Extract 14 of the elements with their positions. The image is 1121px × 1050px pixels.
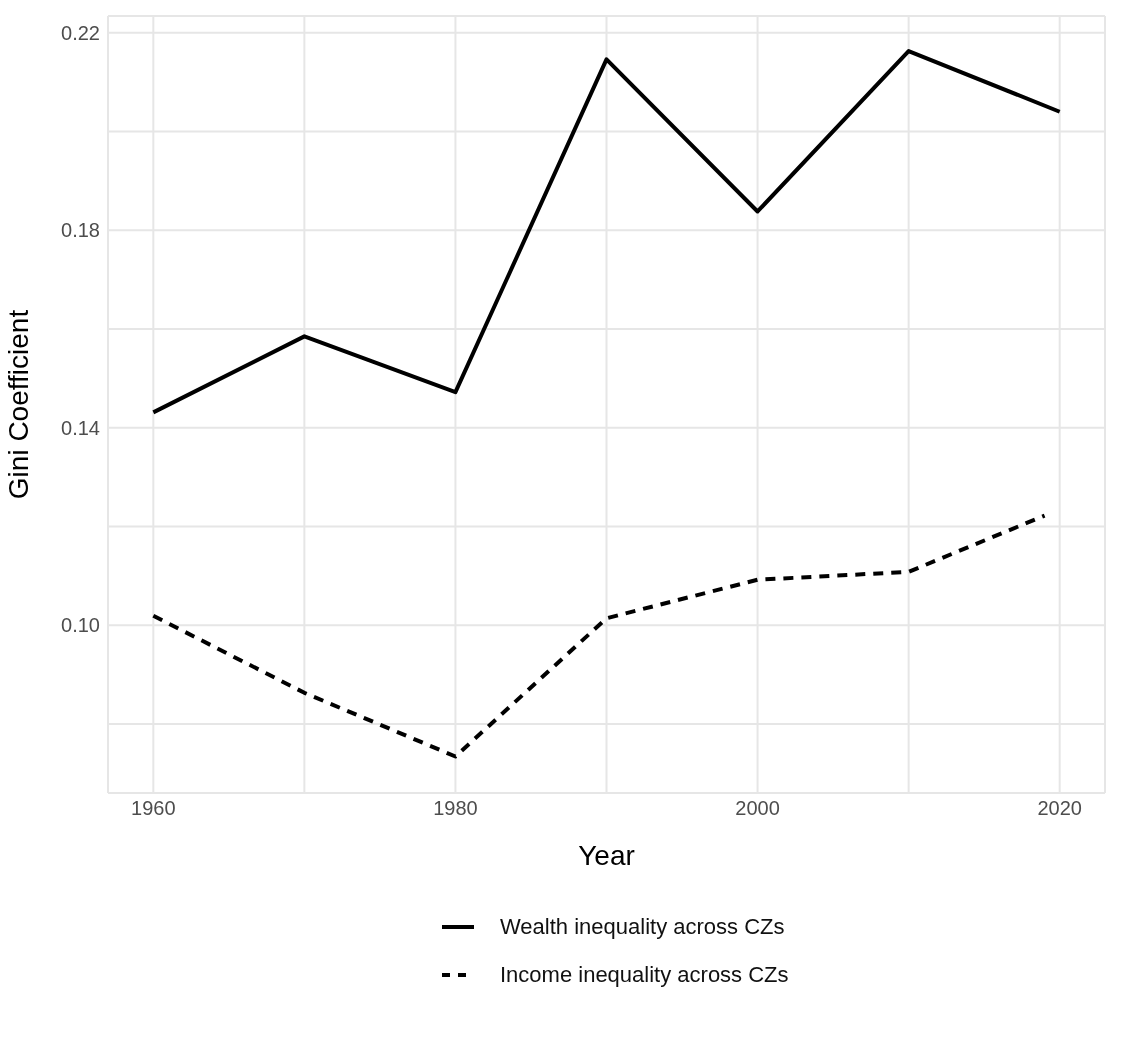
x-axis-title: Year bbox=[578, 840, 635, 871]
x-tick-label: 1980 bbox=[433, 797, 478, 820]
line-series bbox=[151, 513, 1047, 759]
line-series bbox=[151, 49, 1062, 415]
x-tick-label: 2000 bbox=[735, 797, 780, 820]
y-tick-label: 0.14 bbox=[61, 416, 100, 439]
y-tick-label: 0.22 bbox=[61, 21, 100, 44]
y-tick-label: 0.10 bbox=[61, 614, 100, 637]
legend-label: Wealth inequality across CZs bbox=[500, 914, 785, 940]
y-tick-label: 0.18 bbox=[61, 219, 100, 242]
x-tick-label: 1960 bbox=[131, 797, 176, 820]
x-tick-label: 2020 bbox=[1037, 797, 1082, 820]
y-axis-title: Gini Coefficient bbox=[2, 309, 34, 500]
legend-label: Income inequality across CZs bbox=[500, 962, 789, 988]
